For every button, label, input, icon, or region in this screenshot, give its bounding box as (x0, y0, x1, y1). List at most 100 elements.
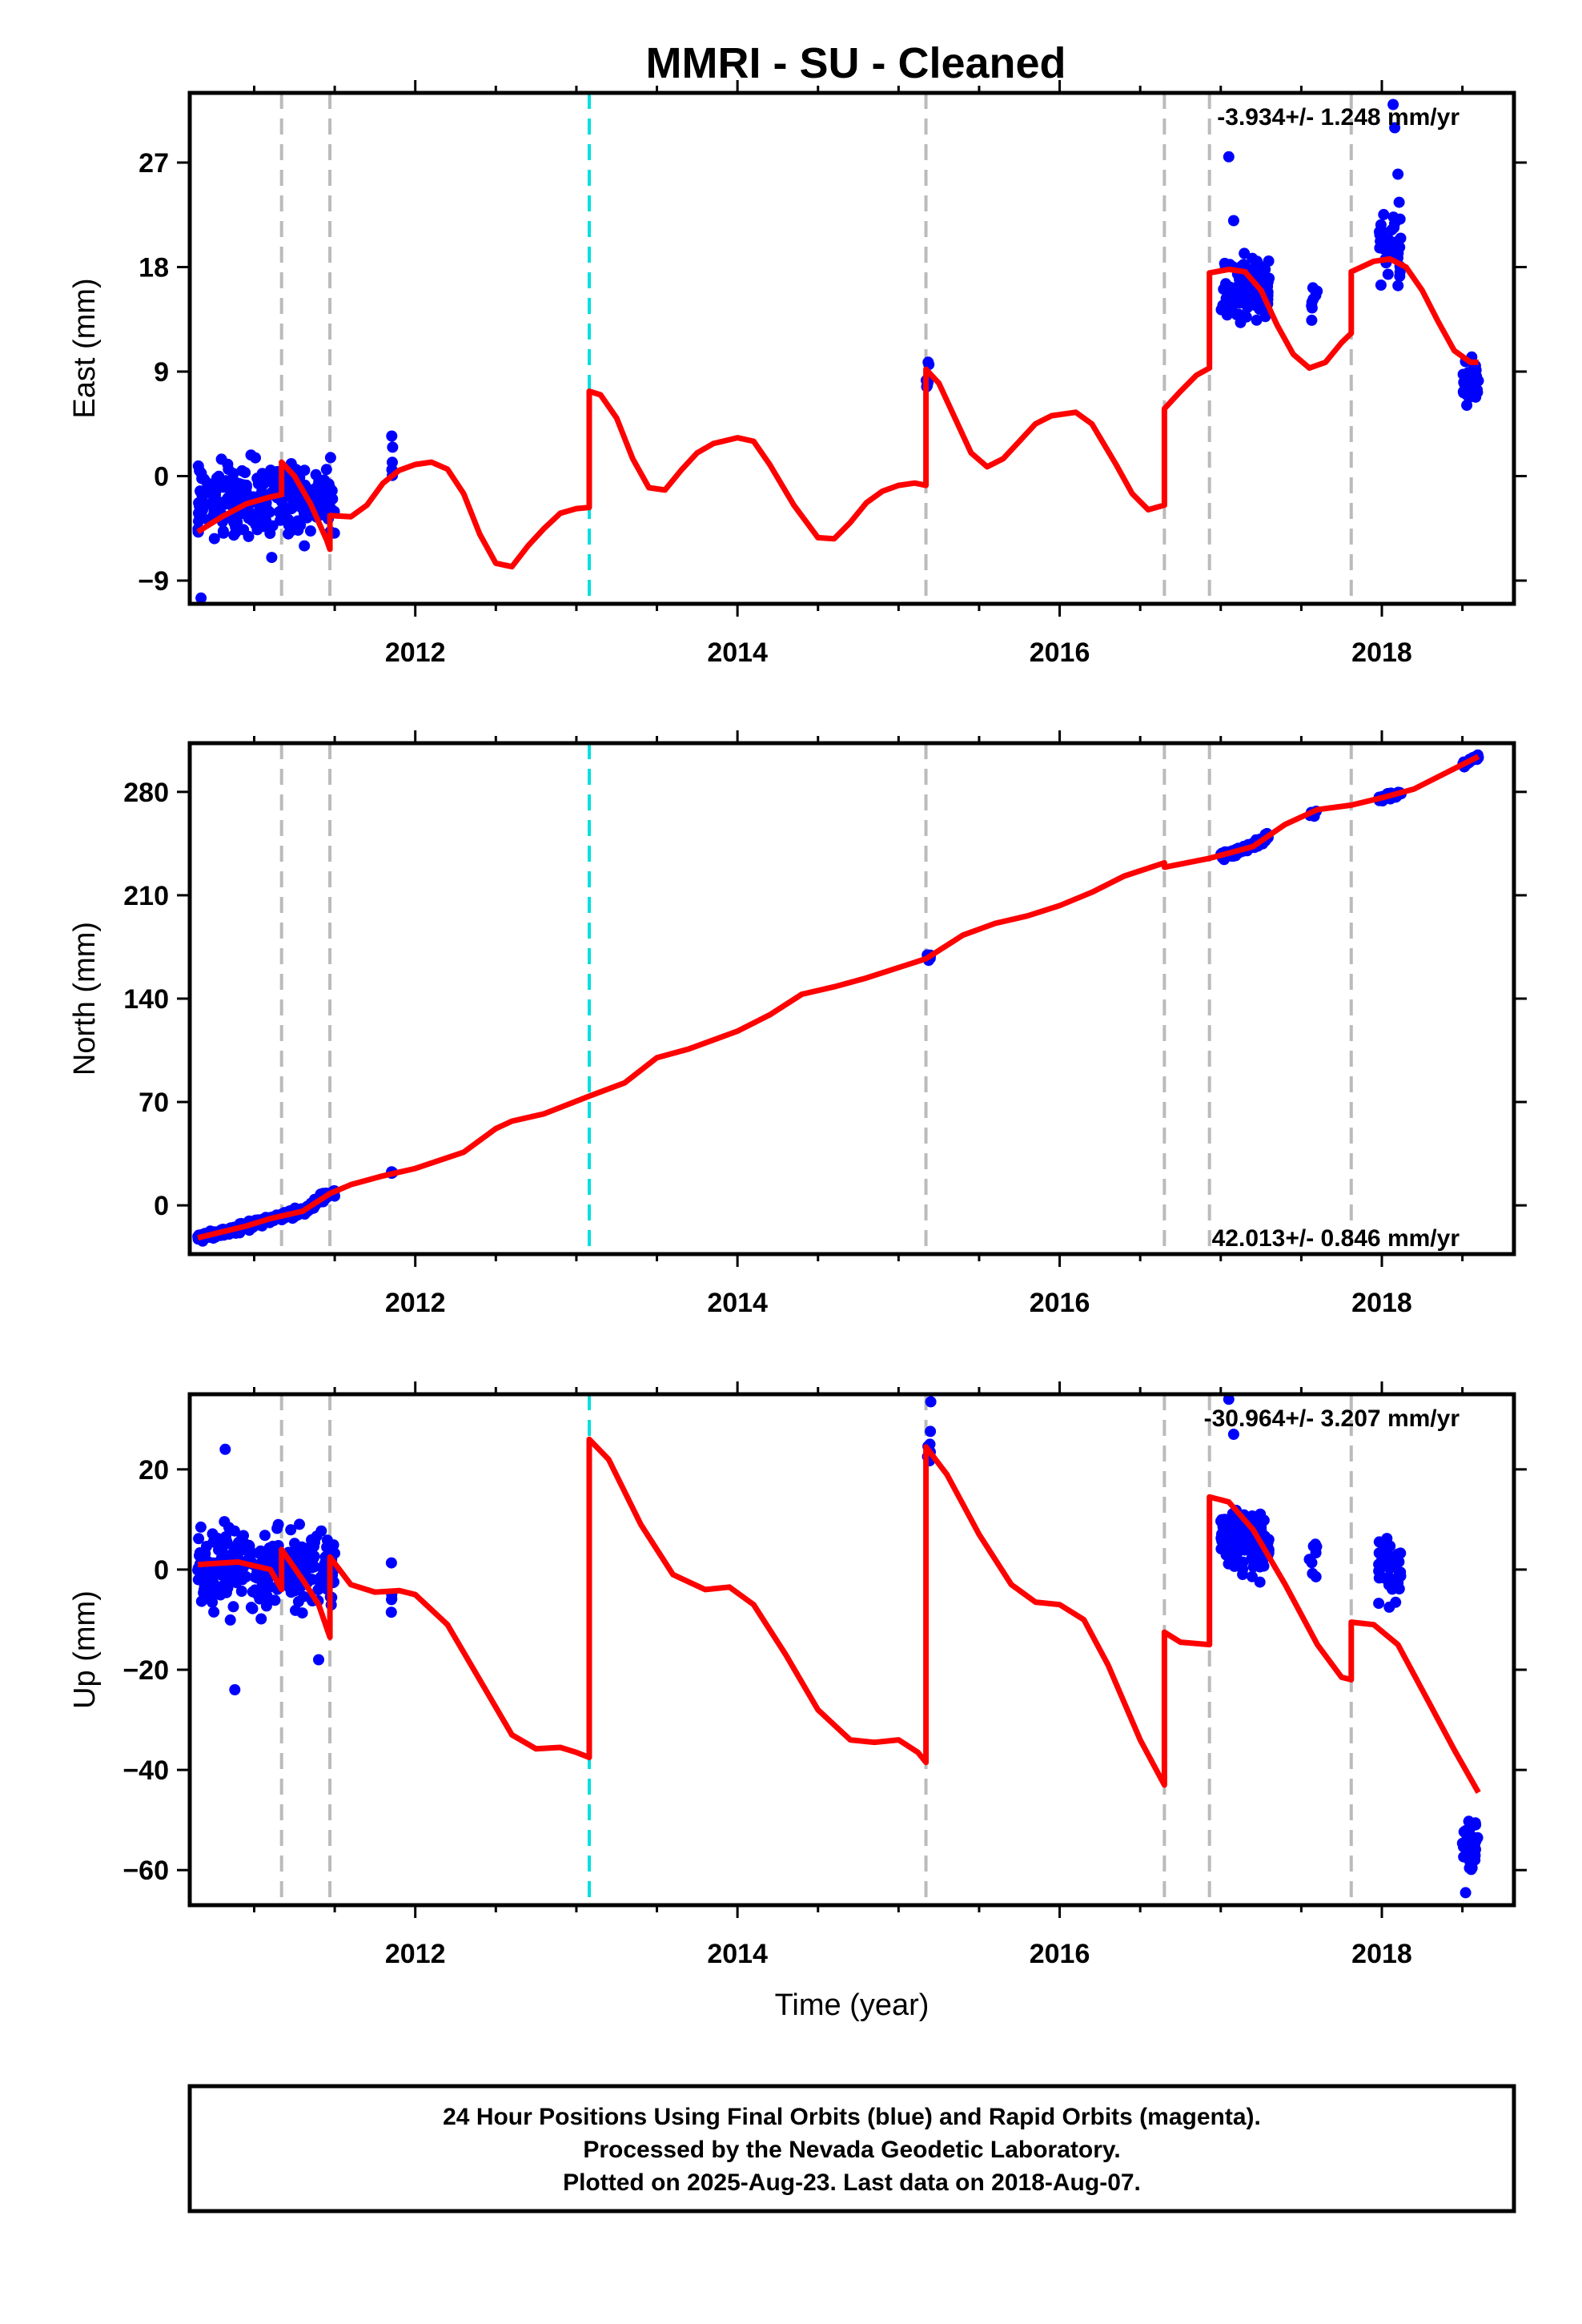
data-point-298 (308, 1550, 320, 1562)
data-point-518 (1227, 215, 1239, 227)
data-point-459 (1387, 211, 1399, 223)
data-point-307 (925, 1425, 937, 1437)
x-tick-label-3: 2018 (1351, 637, 1412, 668)
data-point-285 (208, 1606, 220, 1618)
data-point-216 (251, 524, 263, 536)
data-point-283 (231, 1563, 243, 1575)
footer-line-2: Processed by the Nevada Geodetic Laborat… (583, 2137, 1120, 2163)
data-point-84 (215, 453, 227, 465)
data-point-203 (291, 515, 303, 527)
data-point-408 (1234, 1533, 1246, 1545)
data-point-428 (1310, 1547, 1322, 1558)
data-point-293 (299, 464, 311, 476)
data-point-271 (292, 525, 304, 536)
data-point-37 (304, 525, 316, 537)
data-point-273 (312, 1584, 324, 1596)
x-tick-label-0: 2012 (385, 1288, 446, 1318)
data-point-238 (264, 528, 276, 539)
data-point-281 (199, 1582, 211, 1594)
data-point-296 (306, 1562, 318, 1574)
y-tick-label-2: 9 (154, 357, 169, 388)
data-point-471 (1386, 1560, 1398, 1571)
data-point-410 (1247, 1540, 1259, 1552)
plot-area (192, 1394, 1484, 1905)
data-point-427 (1310, 1570, 1322, 1582)
data-point-237 (275, 495, 287, 507)
data-point-146 (196, 472, 208, 485)
data-point-406 (1259, 311, 1271, 323)
data-point-293 (195, 1551, 207, 1563)
data-point-238 (215, 1589, 227, 1601)
plot-frame (187, 1392, 1516, 1908)
data-point-417 (1234, 1519, 1246, 1531)
data-point-300 (386, 430, 398, 442)
data-point-298 (227, 497, 239, 509)
y-tick-label-4: 20 (139, 1455, 169, 1486)
data-point-365 (1254, 1513, 1266, 1525)
y-tick-label-0: −9 (138, 566, 169, 597)
data-point-282 (290, 1604, 301, 1616)
data-point-221 (260, 1600, 272, 1612)
data-point-404 (1235, 316, 1247, 328)
data-point-164 (266, 552, 278, 564)
data-point-280 (220, 1531, 231, 1542)
data-point-438 (1392, 279, 1404, 292)
data-point-100 (315, 1525, 327, 1537)
data-point-463 (1386, 224, 1398, 236)
y-tick-label-0: 0 (154, 1191, 169, 1221)
data-point-296 (243, 507, 255, 519)
data-point-290 (217, 1547, 229, 1559)
data-point-230 (227, 468, 239, 480)
y-tick-label-4: 27 (139, 148, 169, 179)
y-axis-label: East (mm) (68, 278, 102, 418)
data-point-276 (209, 498, 221, 510)
y-tick-label-1: 0 (154, 462, 169, 493)
data-point-404 (1237, 1569, 1249, 1580)
data-point-62 (227, 1601, 239, 1613)
plot-frame (187, 90, 1516, 606)
data-point-126 (283, 528, 295, 540)
data-point-272 (213, 470, 225, 482)
data-point-520 (313, 1654, 324, 1666)
data-point-86 (245, 1602, 257, 1614)
data-point-202 (261, 1590, 273, 1602)
x-tick-label-1: 2014 (707, 1939, 768, 1969)
data-point-253 (208, 1578, 219, 1590)
data-point-467 (1373, 1536, 1385, 1548)
rate-annotation: -30.964+/- 3.207 mm/yr (1204, 1405, 1460, 1432)
data-point-304 (385, 1606, 397, 1618)
data-point-512 (1458, 376, 1470, 388)
plot-area (192, 743, 1484, 1254)
data-point-389 (1251, 255, 1263, 267)
data-point-278 (205, 1590, 217, 1602)
data-point-176 (299, 540, 311, 552)
data-point-514 (229, 1684, 241, 1695)
data-point-455 (1394, 270, 1406, 282)
x-tick-label-2: 2016 (1030, 1288, 1090, 1318)
data-point-429 (1373, 1598, 1385, 1610)
data-point-454 (1375, 279, 1387, 291)
data-point-224 (254, 511, 266, 523)
data-point-513 (1469, 1849, 1481, 1861)
data-point-413 (1218, 1522, 1230, 1534)
y-tick-label-3: 210 (123, 881, 169, 911)
data-point-469 (1382, 268, 1394, 280)
x-tick-label-2: 2016 (1030, 637, 1090, 668)
data-point-55 (259, 1530, 271, 1542)
data-point-266 (290, 1577, 302, 1589)
data-point-401 (1247, 1549, 1259, 1561)
data-point-254 (194, 510, 206, 522)
data-point-513 (1470, 384, 1481, 396)
data-point-98 (324, 452, 336, 464)
data-point-302 (386, 1593, 398, 1605)
data-point-408 (1223, 302, 1235, 314)
data-point-281 (313, 475, 325, 487)
data-point-519 (1460, 1887, 1472, 1899)
y-tick-label-3: 0 (154, 1555, 169, 1586)
x-tick-label-3: 2018 (1351, 1288, 1412, 1318)
data-point-284 (210, 489, 221, 501)
up-panel: 2012 2014 2016 2018 −60 −40 −20 0 20 Up (mm) Time … (68, 1381, 1527, 2022)
data-point-519 (1392, 168, 1404, 180)
data-point-286 (228, 529, 240, 541)
